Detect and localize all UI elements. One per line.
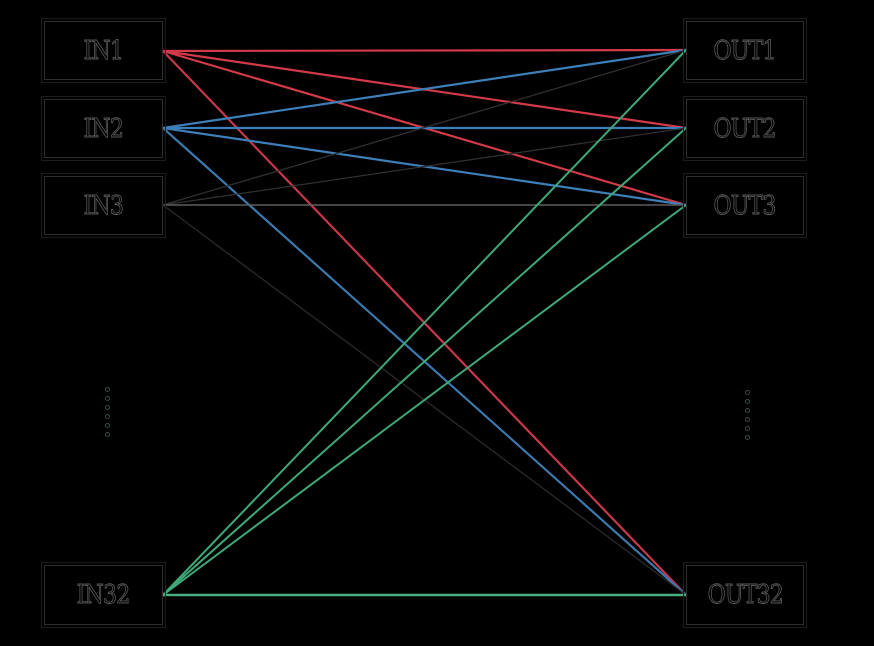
ellipsis-dot xyxy=(744,417,750,422)
ellipsis-dot xyxy=(104,396,110,401)
output-port-out2: OUT2 xyxy=(683,96,807,161)
output-port-label: OUT3 xyxy=(713,190,778,221)
output-port-out32: OUT32 xyxy=(683,562,807,628)
ellipsis-dot xyxy=(104,405,110,410)
ellipsis-dot xyxy=(104,414,110,419)
input-port-in2: IN2 xyxy=(41,96,166,161)
input-port-in1: IN1 xyxy=(41,18,166,83)
ellipsis-dot xyxy=(744,390,750,395)
ellipsis-dot xyxy=(104,387,110,392)
output-port-label: OUT32 xyxy=(707,580,784,610)
input-port-label: IN32 xyxy=(77,580,131,610)
outputs-ellipsis-icon xyxy=(743,390,751,440)
connection-in32-out1 xyxy=(162,49,687,596)
connection-in1-out1 xyxy=(161,48,688,53)
output-port-out1: OUT1 xyxy=(683,18,807,83)
input-port-label: IN3 xyxy=(83,190,124,221)
ellipsis-dot xyxy=(744,408,750,413)
output-port-label: OUT1 xyxy=(713,35,778,66)
input-port-label: IN2 xyxy=(83,113,124,144)
connection-in32-out3 xyxy=(162,204,687,596)
input-port-in32: IN32 xyxy=(41,562,166,628)
connection-in2-out1 xyxy=(161,48,688,130)
output-port-out3: OUT3 xyxy=(683,173,807,238)
input-port-in3: IN3 xyxy=(41,173,166,238)
ellipsis-dot xyxy=(744,399,750,404)
ellipsis-dot xyxy=(104,423,110,428)
input-port-label: IN1 xyxy=(83,35,124,66)
inputs-ellipsis-icon xyxy=(103,387,111,437)
ellipsis-dot xyxy=(744,435,750,440)
ellipsis-dot xyxy=(744,426,750,431)
ellipsis-dot xyxy=(104,432,110,437)
output-port-label: OUT2 xyxy=(713,113,778,144)
connection-in32-out2 xyxy=(162,127,687,596)
connection-in3-out1 xyxy=(162,49,687,206)
